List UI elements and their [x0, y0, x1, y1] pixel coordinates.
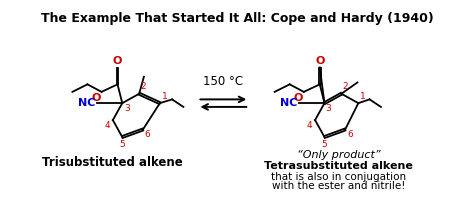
- Text: Trisubstituted alkene: Trisubstituted alkene: [43, 156, 183, 169]
- Text: 1: 1: [162, 92, 167, 101]
- Text: 2: 2: [342, 82, 348, 91]
- Text: 6: 6: [347, 130, 353, 139]
- Text: 1: 1: [360, 92, 366, 101]
- Text: that is also in conjugation: that is also in conjugation: [271, 172, 406, 182]
- Text: The Example That Started It All: Cope and Hardy (1940): The Example That Started It All: Cope an…: [41, 12, 433, 25]
- Text: O: O: [91, 93, 100, 103]
- Text: O: O: [293, 93, 303, 103]
- Text: O: O: [113, 55, 122, 66]
- Text: 4: 4: [104, 121, 110, 130]
- Text: with the ester and nitrile!: with the ester and nitrile!: [272, 181, 405, 191]
- Text: 5: 5: [119, 140, 125, 149]
- Text: NC: NC: [280, 98, 297, 108]
- Text: NC: NC: [78, 98, 95, 108]
- Text: 6: 6: [145, 130, 151, 139]
- Text: 2: 2: [140, 82, 146, 91]
- Text: O: O: [315, 55, 325, 66]
- Text: 5: 5: [321, 140, 328, 149]
- Text: “Only product”: “Only product”: [297, 150, 381, 160]
- Text: 4: 4: [307, 121, 312, 130]
- Text: 3: 3: [124, 104, 130, 113]
- Text: 150 °C: 150 °C: [203, 75, 244, 88]
- Text: Tetrasubstituted alkene: Tetrasubstituted alkene: [264, 161, 413, 172]
- Text: 3: 3: [326, 104, 331, 113]
